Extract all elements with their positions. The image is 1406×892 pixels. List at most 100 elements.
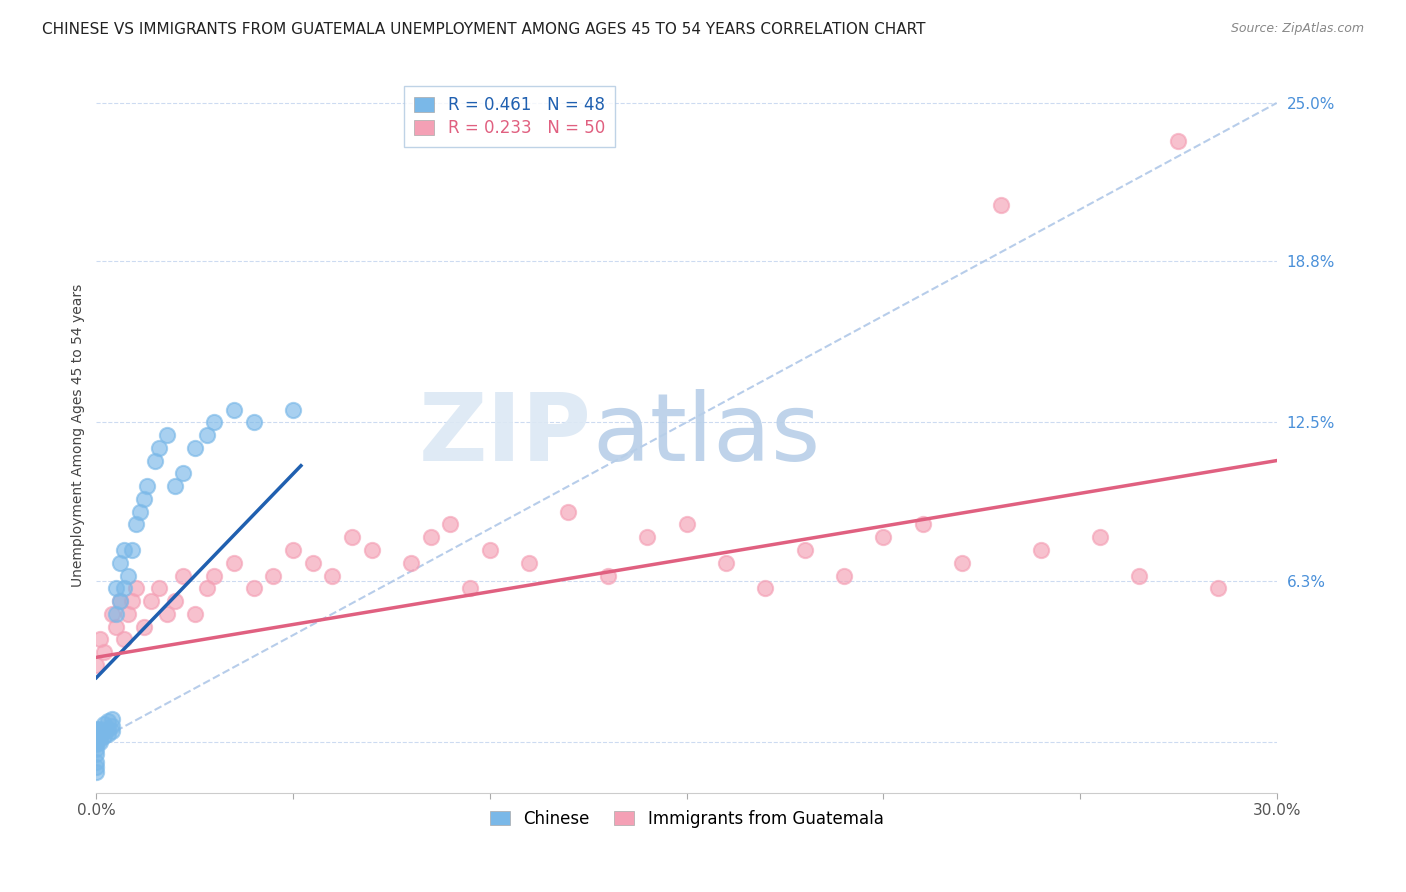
Point bbox=[89, 632, 111, 647]
Point bbox=[458, 582, 481, 596]
Point bbox=[262, 568, 284, 582]
Point bbox=[281, 402, 304, 417]
Point bbox=[86, 724, 108, 739]
Point bbox=[145, 453, 167, 467]
Point bbox=[112, 543, 135, 558]
Point bbox=[86, 755, 108, 769]
Point bbox=[183, 441, 205, 455]
Point bbox=[1167, 134, 1189, 148]
Point bbox=[108, 556, 131, 570]
Point bbox=[86, 722, 108, 736]
Point bbox=[950, 556, 973, 570]
Point bbox=[163, 479, 186, 493]
Point bbox=[86, 657, 108, 672]
Point bbox=[301, 556, 323, 570]
Point bbox=[108, 594, 131, 608]
Point bbox=[93, 724, 115, 739]
Point bbox=[105, 607, 128, 621]
Point bbox=[125, 582, 148, 596]
Point bbox=[163, 594, 186, 608]
Point bbox=[86, 760, 108, 774]
Text: CHINESE VS IMMIGRANTS FROM GUATEMALA UNEMPLOYMENT AMONG AGES 45 TO 54 YEARS CORR: CHINESE VS IMMIGRANTS FROM GUATEMALA UNE… bbox=[42, 22, 925, 37]
Point bbox=[86, 734, 108, 748]
Point bbox=[793, 543, 815, 558]
Point bbox=[596, 568, 619, 582]
Point bbox=[172, 568, 194, 582]
Point bbox=[202, 415, 225, 429]
Y-axis label: Unemployment Among Ages 45 to 54 years: Unemployment Among Ages 45 to 54 years bbox=[72, 284, 86, 587]
Point bbox=[439, 517, 461, 532]
Point bbox=[93, 730, 115, 744]
Point bbox=[86, 727, 108, 741]
Point bbox=[86, 742, 108, 756]
Point bbox=[557, 505, 579, 519]
Point bbox=[1029, 543, 1052, 558]
Point bbox=[1088, 530, 1111, 544]
Point bbox=[478, 543, 501, 558]
Point bbox=[86, 747, 108, 762]
Point bbox=[86, 731, 108, 746]
Point bbox=[105, 582, 128, 596]
Point bbox=[97, 722, 120, 736]
Point bbox=[89, 727, 111, 741]
Point bbox=[132, 619, 155, 633]
Point bbox=[281, 543, 304, 558]
Point bbox=[141, 594, 163, 608]
Point bbox=[675, 517, 697, 532]
Point bbox=[202, 568, 225, 582]
Point bbox=[156, 607, 179, 621]
Point bbox=[321, 568, 343, 582]
Point bbox=[117, 607, 139, 621]
Point bbox=[97, 727, 120, 741]
Point bbox=[89, 731, 111, 746]
Point bbox=[242, 582, 264, 596]
Point bbox=[872, 530, 894, 544]
Point bbox=[911, 517, 934, 532]
Point bbox=[128, 505, 150, 519]
Point bbox=[172, 467, 194, 481]
Point bbox=[101, 719, 124, 733]
Point bbox=[89, 734, 111, 748]
Point bbox=[97, 714, 120, 728]
Point bbox=[1128, 568, 1150, 582]
Point bbox=[112, 632, 135, 647]
Point bbox=[89, 722, 111, 736]
Point bbox=[754, 582, 776, 596]
Point bbox=[148, 441, 170, 455]
Point bbox=[183, 607, 205, 621]
Point bbox=[222, 402, 245, 417]
Text: ZIP: ZIP bbox=[419, 389, 592, 481]
Point bbox=[832, 568, 855, 582]
Point bbox=[242, 415, 264, 429]
Point bbox=[101, 607, 124, 621]
Point bbox=[419, 530, 441, 544]
Point bbox=[1206, 582, 1229, 596]
Point bbox=[108, 594, 131, 608]
Point bbox=[360, 543, 382, 558]
Point bbox=[117, 568, 139, 582]
Text: atlas: atlas bbox=[592, 389, 820, 481]
Point bbox=[714, 556, 737, 570]
Point bbox=[195, 582, 218, 596]
Point bbox=[121, 594, 143, 608]
Point bbox=[112, 582, 135, 596]
Point bbox=[340, 530, 363, 544]
Point bbox=[93, 645, 115, 659]
Point bbox=[132, 491, 155, 506]
Point bbox=[222, 556, 245, 570]
Point bbox=[125, 517, 148, 532]
Point bbox=[136, 479, 159, 493]
Point bbox=[517, 556, 540, 570]
Point bbox=[990, 198, 1012, 212]
Point bbox=[636, 530, 658, 544]
Point bbox=[101, 724, 124, 739]
Point bbox=[101, 712, 124, 726]
Text: Source: ZipAtlas.com: Source: ZipAtlas.com bbox=[1230, 22, 1364, 36]
Point bbox=[148, 582, 170, 596]
Point bbox=[156, 428, 179, 442]
Point bbox=[399, 556, 422, 570]
Point bbox=[86, 737, 108, 751]
Point bbox=[86, 765, 108, 780]
Point bbox=[121, 543, 143, 558]
Point bbox=[93, 716, 115, 731]
